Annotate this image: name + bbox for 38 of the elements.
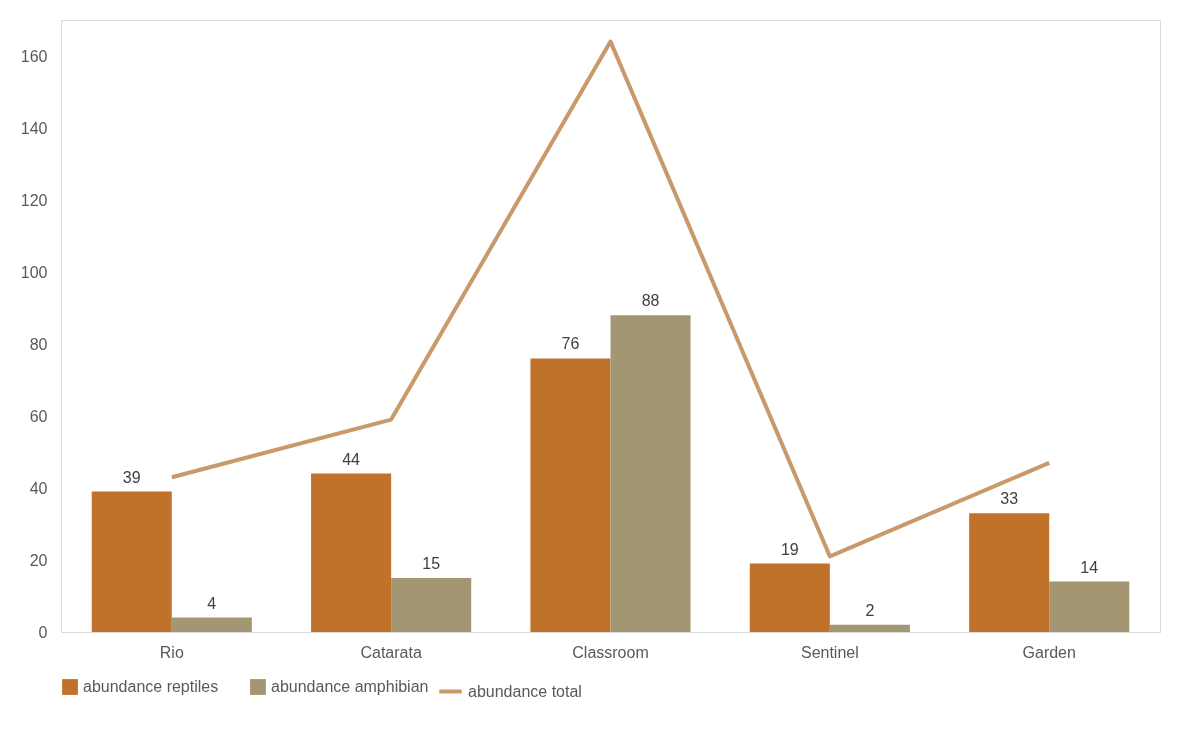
bar (610, 315, 691, 632)
y-tick-label: 40 (29, 479, 48, 497)
data-label: 19 (780, 540, 799, 558)
y-tick-label: 160 (20, 47, 48, 65)
x-tick-label: Classroom (572, 643, 649, 661)
bar (391, 578, 472, 632)
x-tick-label: Sentinel (800, 643, 859, 661)
x-tick-label: Rio (159, 643, 184, 661)
data-label: 4 (207, 594, 217, 612)
bar (91, 491, 172, 632)
x-tick-label: Catarata (360, 643, 422, 661)
y-tick-label: 80 (29, 335, 48, 353)
y-tick-label: 100 (20, 263, 48, 281)
data-label: 15 (422, 555, 441, 572)
bar (171, 617, 252, 632)
bar (311, 473, 392, 632)
data-label: 88 (641, 292, 660, 310)
data-label: 14 (1080, 558, 1099, 576)
bar (969, 513, 1050, 632)
bar (829, 624, 910, 632)
y-tick-label: 60 (29, 407, 48, 425)
y-tick-label: 140 (20, 119, 48, 137)
y-tick-label: 120 (20, 191, 48, 209)
data-label: 2 (865, 601, 875, 619)
data-label: 33 (1000, 490, 1019, 508)
bar (1049, 581, 1130, 632)
data-label: 39 (122, 468, 141, 486)
data-label: 76 (561, 335, 580, 353)
legend-label: abundance amphibian (271, 678, 429, 695)
line-series (169, 39, 1052, 559)
bar (530, 358, 611, 632)
bar (749, 563, 830, 632)
x-tick-label: Garden (1022, 643, 1076, 661)
y-tick-label: 0 (38, 623, 48, 641)
data-label: 44 (342, 450, 361, 468)
y-tick-label: 20 (29, 551, 48, 569)
legend-label: abundance total (468, 682, 582, 700)
legend-label: abundance reptiles (83, 678, 219, 695)
